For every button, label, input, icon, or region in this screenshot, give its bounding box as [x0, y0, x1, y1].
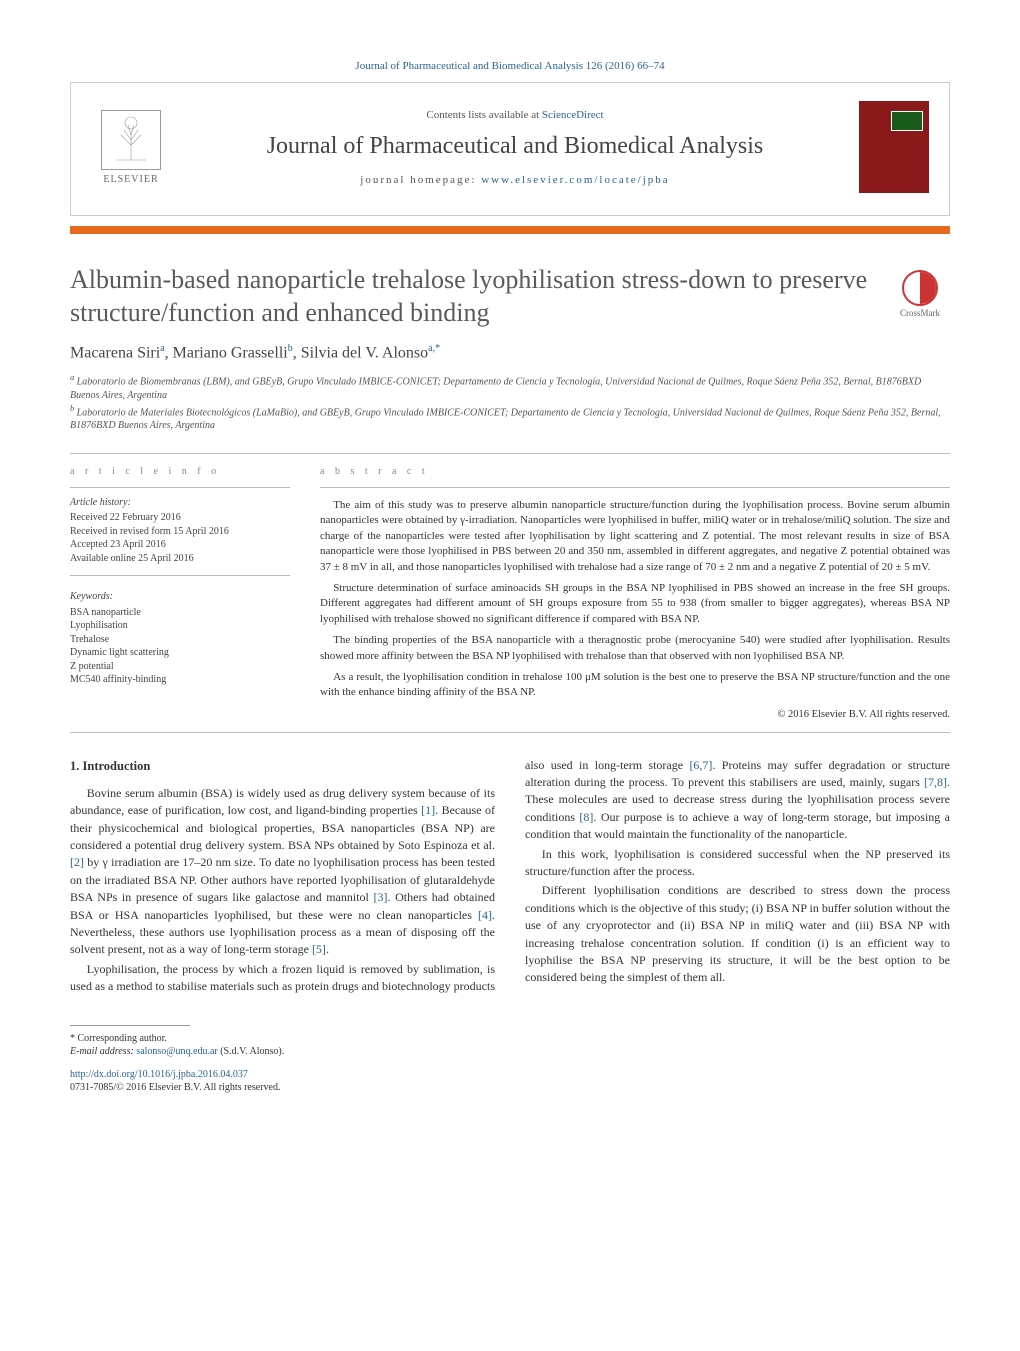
abstract-p2: Structure determination of surface amino… [320, 581, 950, 627]
article-info-block: a r t i c l e i n f o Article history: R… [70, 466, 290, 720]
history-revised: Received in revised form 15 April 2016 [70, 525, 290, 539]
history-head: Article history: [70, 496, 290, 510]
issn-line: 0731-7085/© 2016 Elsevier B.V. All right… [70, 1082, 280, 1093]
doi-link[interactable]: http://dx.doi.org/10.1016/j.jpba.2016.04… [70, 1069, 248, 1080]
footnotes: * Corresponding author. E-mail address: … [70, 1032, 950, 1058]
history-accepted: Accepted 23 April 2016 [70, 538, 290, 552]
doi-block: http://dx.doi.org/10.1016/j.jpba.2016.04… [70, 1068, 950, 1094]
accent-bar [70, 226, 950, 234]
affiliation-b: b Laboratorio de Materiales Biotecnológi… [70, 403, 950, 433]
abstract-p1: The aim of this study was to preserve al… [320, 498, 950, 575]
keyword: BSA nanoparticle [70, 606, 290, 620]
section-heading-intro: 1. Introduction [70, 757, 495, 775]
footnote-rule [70, 1025, 190, 1026]
crossmark-icon [902, 270, 938, 306]
rule-bottom [70, 732, 950, 733]
keyword: MC540 affinity-binding [70, 673, 290, 687]
contents-list-line: Contents lists available at ScienceDirec… [191, 109, 839, 121]
homepage-prefix: journal homepage: [360, 174, 481, 186]
affiliation-a: a Laboratorio de Biomembranas (LBM), and… [70, 372, 950, 402]
running-head: Journal of Pharmaceutical and Biomedical… [70, 60, 950, 72]
article-history: Article history: Received 22 February 20… [70, 496, 290, 566]
email-link[interactable]: salonso@unq.edu.ar [136, 1046, 217, 1057]
abstract-p4: As a result, the lyophilisation conditio… [320, 670, 950, 701]
article-info-heading: a r t i c l e i n f o [70, 466, 290, 477]
journal-header: ELSEVIER Contents lists available at Sci… [70, 82, 950, 216]
keyword: Dynamic light scattering [70, 646, 290, 660]
crossmark-badge[interactable]: CrossMark [890, 270, 950, 318]
keyword: Lyophilisation [70, 619, 290, 633]
journal-cover-thumbnail [859, 101, 929, 193]
history-online: Available online 25 April 2016 [70, 552, 290, 566]
contents-prefix: Contents lists available at [426, 109, 541, 121]
history-received: Received 22 February 2016 [70, 511, 290, 525]
email-line: E-mail address: salonso@unq.edu.ar (S.d.… [70, 1045, 950, 1058]
sciencedirect-link[interactable]: ScienceDirect [542, 109, 604, 121]
rule-top [70, 453, 950, 454]
intro-p3: In this work, lyophilisation is consider… [525, 846, 950, 881]
keyword: Trehalose [70, 633, 290, 647]
corresponding-author: * Corresponding author. [70, 1032, 950, 1045]
elsevier-logo: ELSEVIER [91, 102, 171, 192]
abstract-block: a b s t r a c t The aim of this study wa… [320, 466, 950, 720]
keywords-head: Keywords: [70, 590, 290, 604]
crossmark-label: CrossMark [890, 308, 950, 318]
affiliations: a Laboratorio de Biomembranas (LBM), and… [70, 372, 950, 433]
elsevier-wordmark: ELSEVIER [103, 174, 158, 185]
homepage-link[interactable]: www.elsevier.com/locate/jpba [481, 174, 669, 186]
body-text: 1. Introduction Bovine serum albumin (BS… [70, 757, 950, 996]
keyword: Z potential [70, 660, 290, 674]
keywords-block: Keywords: BSA nanoparticle Lyophilisatio… [70, 590, 290, 687]
abstract-heading: a b s t r a c t [320, 466, 950, 477]
journal-name: Journal of Pharmaceutical and Biomedical… [191, 133, 839, 160]
intro-p4: Different lyophilisation conditions are … [525, 882, 950, 986]
authors-line: Macarena Siria, Mariano Grassellib, Silv… [70, 343, 950, 362]
abstract-copyright: © 2016 Elsevier B.V. All rights reserved… [320, 709, 950, 720]
elsevier-tree-icon [101, 110, 161, 170]
article-title: Albumin-based nanoparticle trehalose lyo… [70, 264, 870, 329]
abstract-p3: The binding properties of the BSA nanopa… [320, 633, 950, 664]
intro-p1: Bovine serum albumin (BSA) is widely use… [70, 785, 495, 959]
journal-homepage-line: journal homepage: www.elsevier.com/locat… [191, 174, 839, 186]
